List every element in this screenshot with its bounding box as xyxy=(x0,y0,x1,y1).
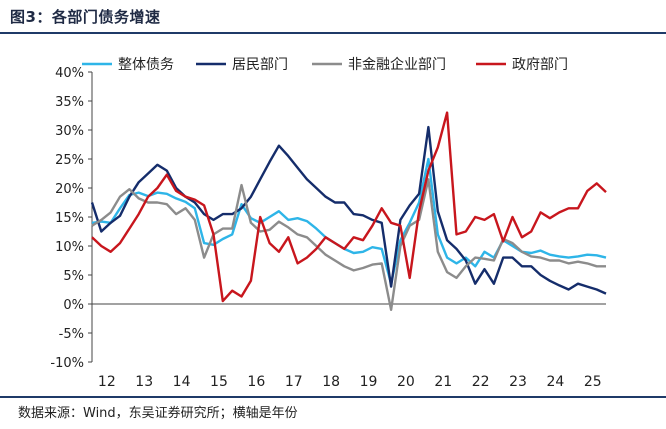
x-tick-label: 25 xyxy=(584,374,602,390)
x-tick-label: 16 xyxy=(247,374,265,390)
x-tick-label: 15 xyxy=(210,374,228,390)
series-line-1 xyxy=(90,125,607,295)
series-line-2 xyxy=(91,178,606,311)
y-tick-label: 5% xyxy=(63,269,84,284)
chart-tick-labels: 40% 35% 30% 25% 20% 15% 10% 5% 0% -5% -10% 12 13 14 15… xyxy=(50,66,601,390)
x-tick-label: 14 xyxy=(173,374,191,390)
figure-title: 图3：各部门债务增速 xyxy=(10,8,161,26)
source-note: 数据来源：Wind，东吴证券研究所；横轴是年份 xyxy=(18,406,298,421)
legend-label-1: 居民部门 xyxy=(232,57,288,73)
y-tick-label: 10% xyxy=(55,240,84,255)
x-tick-label: 24 xyxy=(546,374,564,390)
x-tick-label: 17 xyxy=(285,374,303,390)
bottom-divider xyxy=(0,396,666,398)
legend-label-2: 非金融企业部门 xyxy=(348,56,446,73)
x-tick-label: 23 xyxy=(509,374,527,390)
y-tick-label: 0% xyxy=(63,298,84,313)
chart-series-group xyxy=(90,111,607,311)
y-tick-label: -5% xyxy=(59,327,84,342)
title-divider xyxy=(0,32,666,34)
x-tick-label: 20 xyxy=(397,374,415,390)
x-tick-label: 22 xyxy=(472,374,490,390)
y-tick-label: 25% xyxy=(55,153,84,168)
chart-legend: 整体债务 居民部门 非金融企业部门 政府部门 xyxy=(82,56,568,73)
series-line-3 xyxy=(91,111,607,303)
y-tick-label: 20% xyxy=(55,182,84,197)
x-tick-label: 13 xyxy=(135,374,153,390)
x-tick-label: 12 xyxy=(98,374,116,390)
legend-label-0: 整体债务 xyxy=(118,57,174,73)
y-tick-label: 40% xyxy=(55,66,84,81)
y-tick-label: -10% xyxy=(50,356,84,371)
y-tick-label: 30% xyxy=(55,124,84,139)
chart-axes xyxy=(88,71,606,363)
y-tick-label: 35% xyxy=(55,95,84,110)
line-chart: 整体债务 居民部门 非金融企业部门 政府部门 40% 35% 30% 25% 20% 15% 10… xyxy=(50,56,607,390)
y-tick-label: 15% xyxy=(55,211,84,226)
x-tick-label: 18 xyxy=(322,374,340,390)
x-tick-label: 19 xyxy=(360,374,378,390)
legend-label-3: 政府部门 xyxy=(512,57,568,73)
x-tick-label: 21 xyxy=(434,374,452,390)
